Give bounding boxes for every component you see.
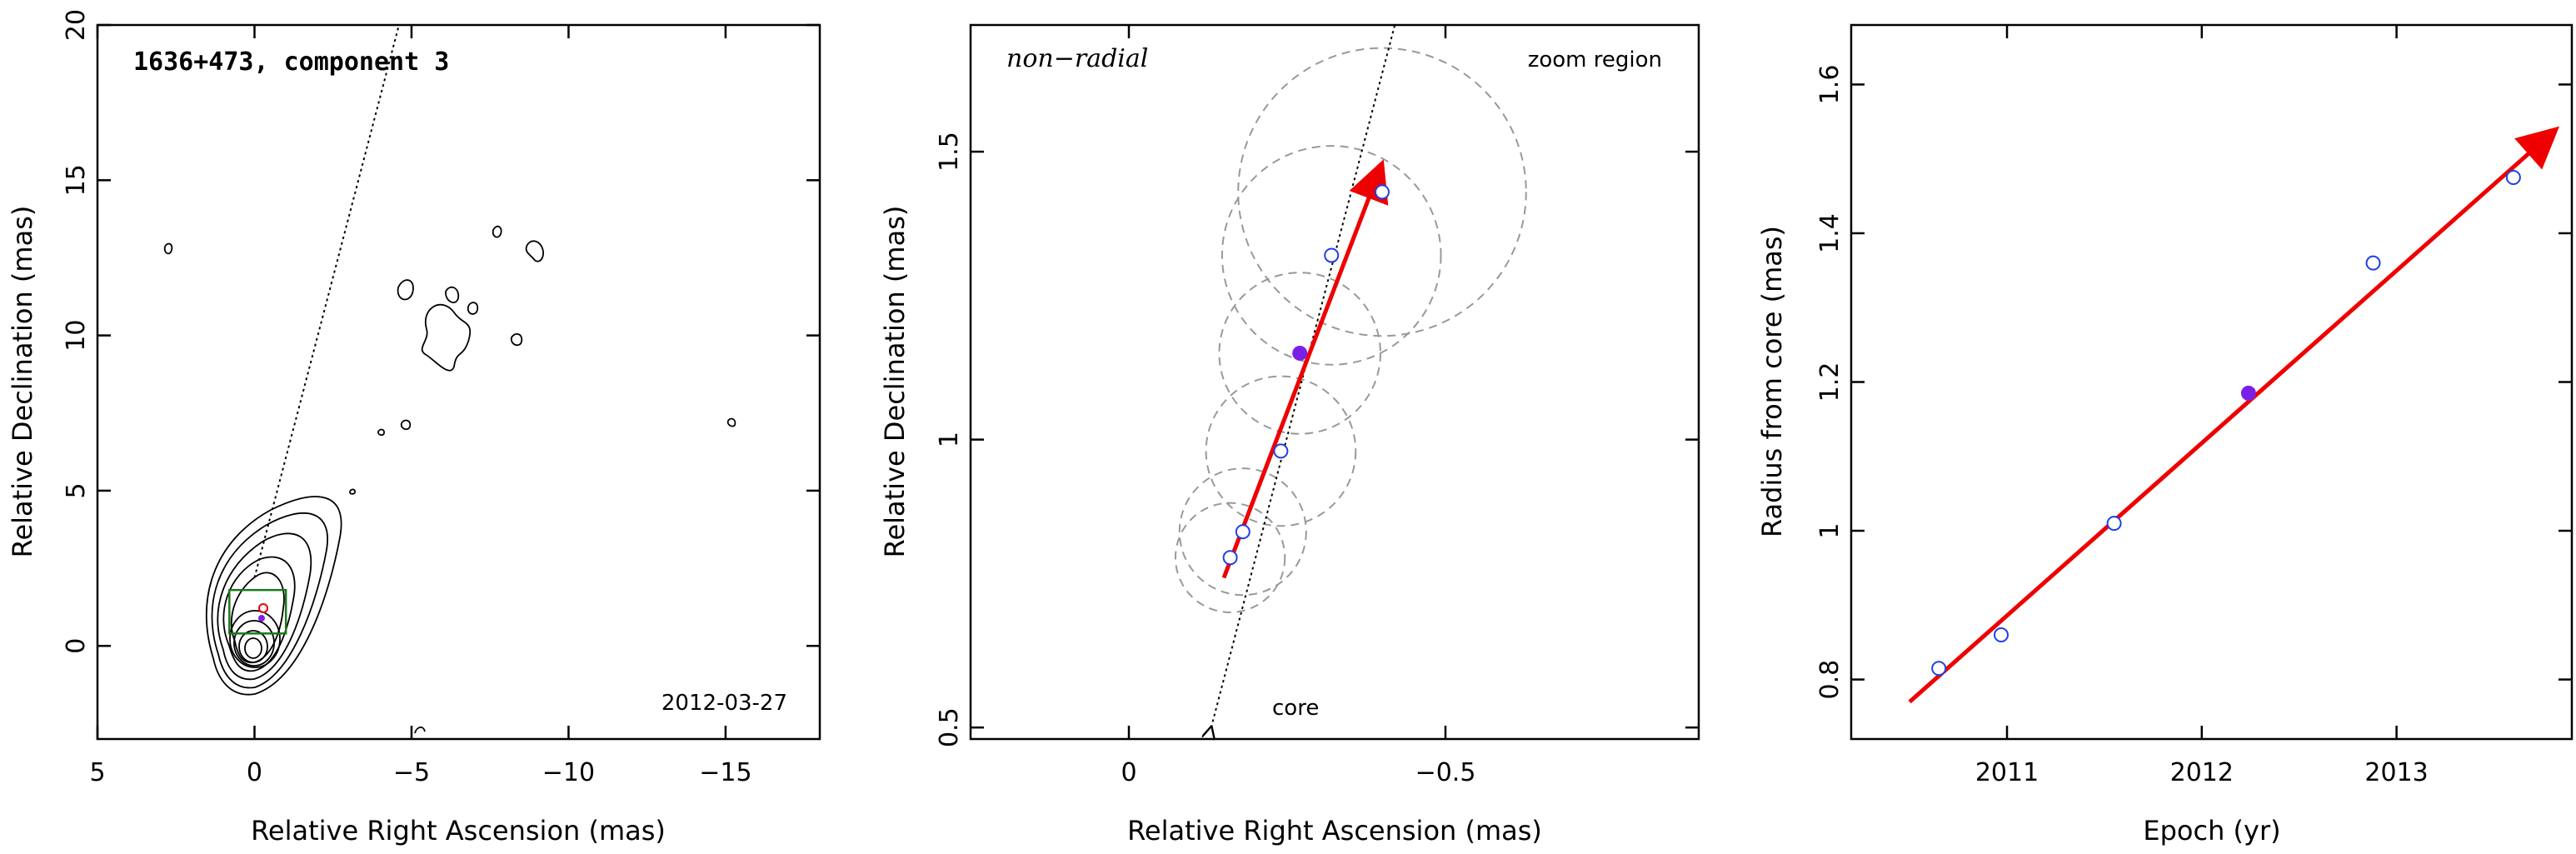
y-tick-label: 1.6 [1815,65,1845,105]
data-point [2106,516,2122,532]
contour-jet-1 [231,572,285,664]
contour-noise-12 [349,488,357,495]
panel1-ylabel: Relative Declination (mas) [7,206,38,558]
panel1-frame [96,23,821,741]
x-tick-label: −15 [699,758,751,787]
data-point [1375,184,1390,200]
contour-noise-4 [467,302,479,315]
contour-noise-2 [421,303,472,372]
contour-noise-11 [726,417,736,427]
panel1-contours [163,225,736,734]
contour-noise-3 [445,286,460,303]
panel1-xlabel: Relative Right Ascension (mas) [251,815,666,847]
y-tick-label: 15 [62,164,91,196]
panel3-ticks: 2011 2012 2013 0.8 1 1.2 1.4 1.6 [1815,25,2572,787]
x-tick-label: 0 [247,758,262,787]
x-tick-label: −5 [393,758,430,787]
panel-radius-vs-epoch: 2011 2012 2013 0.8 1 1.2 1.4 1.6 Epoch (yr) Rad… [1756,23,2574,847]
error-circle [1237,47,1527,337]
error-circle [1178,467,1307,597]
data-point [1273,443,1289,459]
contour-noise-10 [163,242,173,255]
contour-core-4 [229,610,281,668]
contour-jet-3 [217,532,312,681]
panel1-title: 1636+473, component 3 [133,47,449,77]
y-tick-label: 1 [1815,522,1845,538]
y-tick-label: 10 [62,320,91,352]
panel3-ylabel: Radius from core (mas) [1756,226,1788,537]
contour-noise-1 [397,279,414,301]
contour-noise-8 [400,419,412,431]
contour-noise-6 [525,240,544,262]
data-point [1994,627,2009,643]
data-point [1324,247,1340,263]
x-tick-label: 2013 [2364,758,2428,787]
panel1-date-label: 2012-03-27 [661,691,787,716]
panel2-ticks: 0 −0.5 0.5 1 1.5 [935,25,1699,787]
contour-core-1 [244,637,262,659]
panel2-error-circles [1174,47,1527,613]
contour-jet-5 [205,496,342,696]
y-tick-label: 1.4 [1815,213,1845,253]
y-tick-label: 1.5 [935,132,964,172]
panel3-xlabel: Epoch (yr) [2143,815,2280,847]
error-circle [1221,145,1442,366]
contour-noise-13 [414,727,426,734]
panel-zoom-region: 0 −0.5 0.5 1 1.5 non−radial zoom region core… [879,23,1700,847]
panel1-purple-marker [258,615,265,622]
panel-contour-map: 5 0 −5 −10 −15 0 5 10 15 20 [7,9,821,847]
y-tick-label: 1 [935,432,964,447]
x-tick-label: −0.5 [1415,758,1476,787]
data-point-filled [1292,345,1308,361]
contour-jet-2 [222,556,296,672]
panel2-fit-arrow [1221,159,1389,579]
y-tick-label: 1.2 [1815,362,1845,402]
contour-noise-5 [492,225,502,238]
panel3-fit-arrow [1908,126,2560,704]
x-tick-label: 0 [1121,758,1136,787]
data-point [2365,255,2381,271]
panel2-label-nonradial: non−radial [1006,44,1148,73]
y-tick-label: 0.8 [1815,660,1845,700]
zoom-region-box [228,588,287,635]
panel2-ylabel: Relative Declination (mas) [879,206,911,558]
contour-jet-4 [211,512,329,689]
data-point [2505,170,2521,186]
error-circle [1174,502,1286,613]
y-tick-label: 0 [62,638,91,654]
contour-noise-9 [377,428,385,437]
panel3-frame [1850,23,2574,741]
x-tick-label: 5 [89,758,105,787]
y-tick-label: 5 [62,482,91,498]
data-point-filled [2240,385,2256,401]
panel2-label-zoom-region: zoom region [1528,47,1662,72]
error-circle [1205,375,1357,527]
data-point [1931,661,1947,677]
panel2-xlabel: Relative Right Ascension (mas) [1127,815,1542,847]
panel2-frame [969,23,1700,741]
data-point [1235,524,1251,540]
panel2-core-label: core [1272,696,1319,721]
y-tick-label: 20 [62,9,91,41]
panel1-red-marker [258,603,268,613]
panel2-points [1222,184,1390,566]
x-tick-label: 2012 [2170,758,2234,787]
contour-noise-7 [510,332,523,347]
panel1-trajectory-line [253,24,400,578]
y-tick-label: 0.5 [935,707,964,747]
panel1-ticks: 5 0 −5 −10 −15 0 5 10 15 20 [62,9,820,787]
x-tick-label: −10 [542,758,595,787]
data-point [1222,550,1238,566]
panel3-points [1931,170,2521,677]
x-tick-label: 2011 [1975,758,2039,787]
